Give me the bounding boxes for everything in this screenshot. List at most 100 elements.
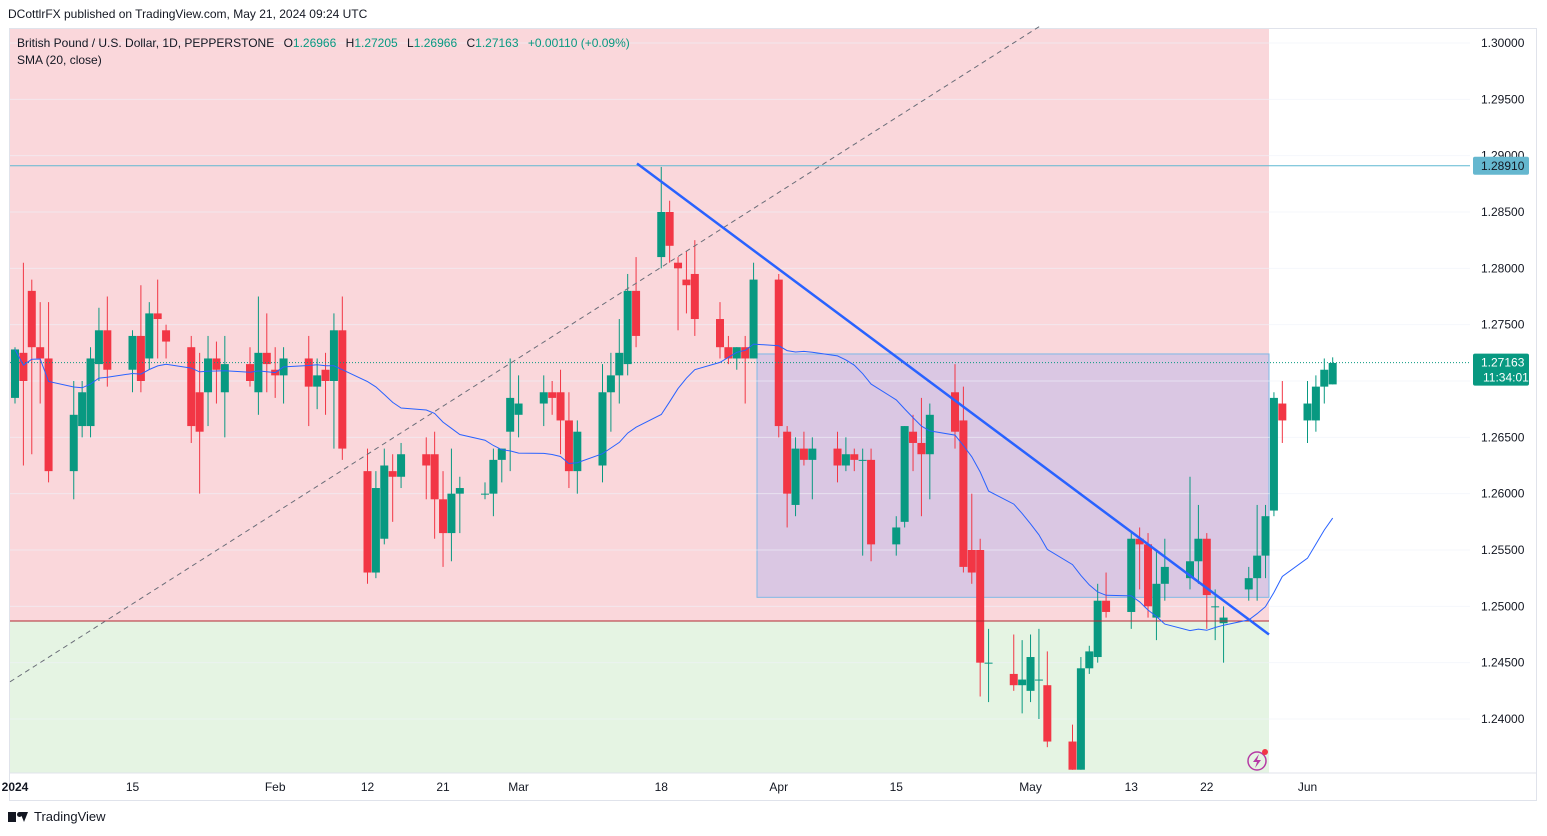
candle-body <box>539 392 548 404</box>
candle-body <box>1043 685 1052 742</box>
candle <box>212 341 221 404</box>
candle <box>1152 550 1161 641</box>
candle <box>548 381 557 415</box>
candle-body <box>850 454 859 460</box>
candle-body <box>564 420 573 472</box>
candle <box>489 448 498 517</box>
footer-brand[interactable]: TradingView <box>8 809 106 824</box>
candle <box>329 313 338 449</box>
candle <box>1261 504 1270 579</box>
candle <box>917 397 926 517</box>
candle-body <box>338 330 347 449</box>
candle-body <box>397 454 406 477</box>
candle <box>497 448 506 483</box>
candle-body <box>78 392 87 427</box>
candle <box>1269 392 1278 517</box>
candle-body <box>204 358 213 393</box>
candle <box>976 538 985 697</box>
candle <box>1127 533 1136 629</box>
candle-body <box>741 347 750 359</box>
candle-body <box>1034 679 1043 681</box>
candle-body <box>212 358 221 370</box>
candle <box>1278 381 1287 443</box>
candle <box>1253 504 1262 601</box>
candle-body <box>833 448 842 466</box>
candle <box>892 516 901 556</box>
overlays <box>9 25 1470 683</box>
candle-body <box>674 262 683 269</box>
candle-body <box>187 347 196 427</box>
candle-body <box>19 352 28 381</box>
candle-body <box>1311 386 1320 421</box>
candle <box>900 426 909 528</box>
candle <box>422 437 431 500</box>
y-tick-label: 1.24000 <box>1481 712 1525 726</box>
candle-body <box>1328 362 1337 385</box>
candle <box>573 420 582 494</box>
candle-body <box>321 369 330 381</box>
candle-body <box>489 459 498 494</box>
candle-body <box>1093 600 1102 658</box>
sma-line <box>14 343 1334 632</box>
candle <box>749 262 758 359</box>
x-tick-label: Mar <box>508 780 529 794</box>
candle-body <box>976 550 985 663</box>
candles <box>11 166 1337 770</box>
candle-body <box>984 662 993 664</box>
legend-close-label: C <box>466 36 476 50</box>
candle <box>808 437 817 500</box>
candle <box>11 347 19 404</box>
candle <box>1018 640 1027 714</box>
x-tick-label: Jun <box>1298 780 1317 794</box>
candle-body <box>774 279 783 427</box>
legend-symbol-row[interactable]: British Pound / U.S. Dollar, 1D, PEPPERS… <box>17 35 630 52</box>
candle <box>1320 358 1329 404</box>
candle <box>657 166 666 269</box>
alert-icon-bolt <box>1253 754 1261 768</box>
candle <box>220 335 229 438</box>
range-box <box>756 353 1270 598</box>
candle-body <box>254 352 263 393</box>
candle-body <box>548 392 557 398</box>
x-tick-label: 15 <box>890 780 904 794</box>
candle-body <box>1186 561 1194 579</box>
candle <box>1303 381 1312 443</box>
candle-body <box>967 550 976 573</box>
candle-body <box>690 273 699 320</box>
candle <box>606 352 615 432</box>
candle-body <box>606 375 615 393</box>
candle <box>841 437 850 472</box>
candle-body <box>925 414 934 455</box>
x-tick-label: 21 <box>436 780 450 794</box>
candle-body <box>36 347 45 359</box>
candle-body <box>162 330 171 342</box>
candle <box>1202 533 1211 629</box>
candle-body <box>632 290 641 336</box>
candle-body <box>153 313 162 320</box>
level-price-label: 1.28910 <box>1481 159 1525 173</box>
legend-indicator-row[interactable]: SMA (20, close) <box>17 52 630 69</box>
candle <box>1144 533 1153 618</box>
last-price-label: 1.27163 <box>1481 356 1525 370</box>
candle <box>69 381 78 500</box>
candle <box>514 375 523 438</box>
candle-body <box>749 279 758 359</box>
candle-body <box>447 493 456 534</box>
candle <box>1026 634 1035 703</box>
candle-body <box>1018 679 1027 686</box>
candle <box>741 335 750 404</box>
candle <box>1034 628 1043 719</box>
tradingview-logo-icon <box>8 810 28 824</box>
legend-low-label: L <box>407 36 414 50</box>
candle-body <box>1076 668 1085 770</box>
candle-body <box>363 471 372 573</box>
candle <box>1219 606 1228 663</box>
candle <box>380 448 389 545</box>
candle-body <box>623 290 632 365</box>
candle <box>195 352 204 494</box>
candle <box>791 437 800 517</box>
candle-body <box>506 397 515 432</box>
candle-body <box>439 499 448 534</box>
candle-body <box>716 319 724 348</box>
